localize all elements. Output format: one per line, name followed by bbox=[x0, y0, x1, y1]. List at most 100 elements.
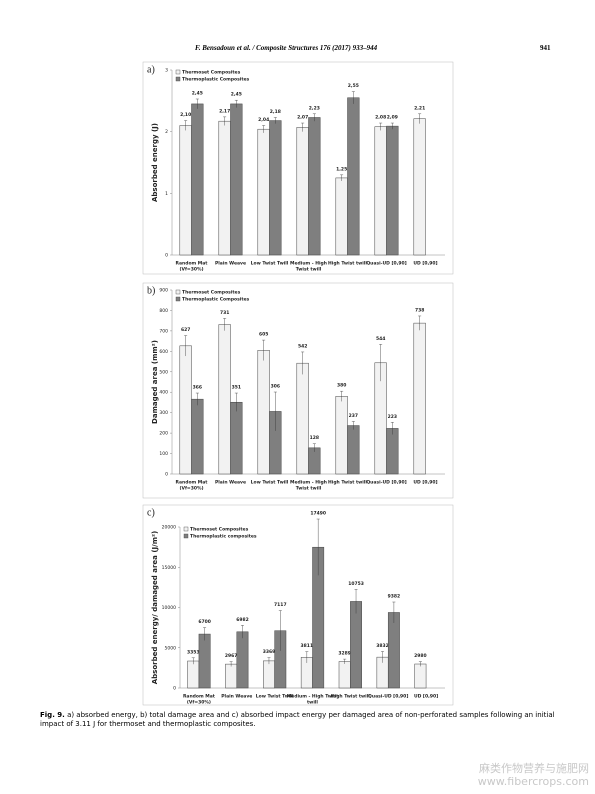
y-tick-label: 300 bbox=[159, 410, 168, 416]
legend-label: Thermoplastic Composites bbox=[182, 297, 250, 303]
y-tick-label: 600 bbox=[159, 349, 168, 355]
legend-swatch bbox=[183, 526, 189, 532]
bar bbox=[230, 103, 243, 256]
x-tick-label: Medium - High bbox=[290, 480, 327, 486]
x-tick-label: (Vf=30%) bbox=[179, 267, 203, 273]
value-label: 2,17 bbox=[219, 108, 230, 114]
x-tick-label: (Vf=30%) bbox=[179, 486, 203, 492]
bar bbox=[347, 97, 360, 256]
bar bbox=[269, 120, 282, 256]
y-tick-label: 0 bbox=[173, 686, 176, 692]
chart-frame bbox=[142, 504, 454, 706]
watermark-line: www.fibercrops.com bbox=[477, 775, 589, 788]
bar bbox=[263, 660, 275, 689]
caption-text: a) absorbed energy, b) total damage area… bbox=[40, 711, 555, 728]
y-tick-label: 900 bbox=[159, 288, 168, 294]
x-tick-label: Quasi-UD [0,90] bbox=[368, 694, 408, 700]
bar bbox=[386, 428, 399, 475]
caption: Fig. 9. a) absorbed energy, b) total dam… bbox=[40, 711, 555, 729]
bar bbox=[414, 663, 427, 689]
value-label: 2,18 bbox=[270, 109, 281, 115]
bar bbox=[338, 661, 351, 689]
x-tick-label: (Vf=30%) bbox=[187, 700, 211, 706]
value-label: 380 bbox=[337, 383, 346, 389]
watermark-line: 麻类作物营养与施肥网 bbox=[479, 762, 589, 775]
y-tick-label: 800 bbox=[159, 308, 168, 314]
value-label: 2,55 bbox=[348, 83, 359, 89]
value-label: 2,21 bbox=[414, 105, 425, 111]
panel-label: b) bbox=[147, 285, 155, 296]
bar bbox=[179, 345, 192, 475]
y-tick-label: 15000 bbox=[162, 565, 176, 571]
legend-swatch bbox=[183, 533, 189, 539]
x-tick-label: Low Twist Twill bbox=[251, 480, 289, 486]
legend-label: Thermoset Composites bbox=[182, 70, 241, 76]
value-label: 544 bbox=[376, 336, 385, 342]
bar bbox=[257, 350, 270, 475]
value-label: 6700 bbox=[198, 619, 211, 625]
x-tick-label: Quasi-UD [0,90] bbox=[366, 261, 406, 267]
y-tick-label: 20000 bbox=[162, 525, 176, 531]
value-label: 10753 bbox=[348, 581, 364, 587]
bar bbox=[296, 362, 309, 475]
legend-label: Thermoset Composites bbox=[190, 527, 249, 533]
legend-label: Thermoplastic Composites bbox=[182, 77, 250, 83]
bar bbox=[347, 425, 360, 475]
y-tick-label: 2 bbox=[165, 129, 168, 135]
x-tick-label: Random Mat bbox=[176, 261, 209, 267]
bar bbox=[191, 398, 204, 475]
panel-label: c) bbox=[147, 507, 155, 518]
bar bbox=[218, 324, 231, 475]
value-label: 2,08 bbox=[375, 115, 386, 121]
value-label: 366 bbox=[193, 385, 202, 391]
value-label: 6982 bbox=[236, 617, 249, 623]
bar bbox=[198, 633, 211, 689]
x-tick-label: Low Twist Twill bbox=[256, 694, 294, 700]
y-tick-label: 5000 bbox=[165, 645, 177, 651]
bar bbox=[387, 612, 400, 689]
bar bbox=[308, 117, 321, 256]
legend-label: Thermoset Composites bbox=[182, 290, 241, 296]
y-tick-label: 400 bbox=[159, 390, 168, 396]
bar bbox=[335, 396, 348, 475]
value-label: 2967 bbox=[225, 653, 238, 659]
value-label: 7117 bbox=[274, 602, 287, 608]
bar bbox=[335, 177, 348, 256]
bar bbox=[179, 125, 192, 256]
legend-swatch bbox=[175, 69, 181, 75]
legend-swatch bbox=[175, 296, 181, 302]
legend-label: Thermoplastic composites bbox=[190, 534, 257, 540]
value-label: 2,10 bbox=[180, 112, 191, 118]
value-label: 2,07 bbox=[297, 115, 308, 121]
bar bbox=[230, 401, 243, 475]
y-axis-label: Absorbed energy/ damaged area (J/m²) bbox=[151, 531, 159, 685]
y-tick-label: 0 bbox=[165, 253, 168, 259]
x-tick-label: High Twist twill bbox=[328, 261, 367, 267]
value-label: 2980 bbox=[414, 653, 427, 659]
bar bbox=[350, 601, 362, 689]
x-tick-label: Plain Weave bbox=[215, 480, 246, 486]
value-label: 3832 bbox=[376, 643, 389, 649]
y-tick-label: 1 bbox=[165, 191, 168, 197]
value-label: 2,45 bbox=[192, 90, 203, 96]
bar bbox=[386, 125, 399, 256]
x-tick-label: High Twist twill bbox=[331, 694, 370, 700]
value-label: 128 bbox=[310, 435, 319, 441]
bar bbox=[225, 663, 238, 689]
chart-frame bbox=[142, 61, 454, 275]
value-label: 2,45 bbox=[231, 92, 242, 98]
value-label: 731 bbox=[220, 310, 229, 316]
bar bbox=[413, 118, 426, 256]
watermark: 麻类作物营养与施肥网 www.fibercrops.com bbox=[478, 762, 589, 788]
value-label: 2,09 bbox=[387, 115, 398, 121]
x-tick-label: twill bbox=[307, 700, 318, 706]
value-label: 9382 bbox=[388, 594, 401, 600]
value-label: 627 bbox=[181, 327, 190, 333]
bar bbox=[296, 127, 309, 256]
value-label: 2,04 bbox=[258, 117, 269, 123]
value-label: 306 bbox=[271, 384, 280, 390]
x-tick-label: UD [0,90] bbox=[413, 480, 437, 486]
x-tick-label: Twist twill bbox=[296, 486, 322, 492]
